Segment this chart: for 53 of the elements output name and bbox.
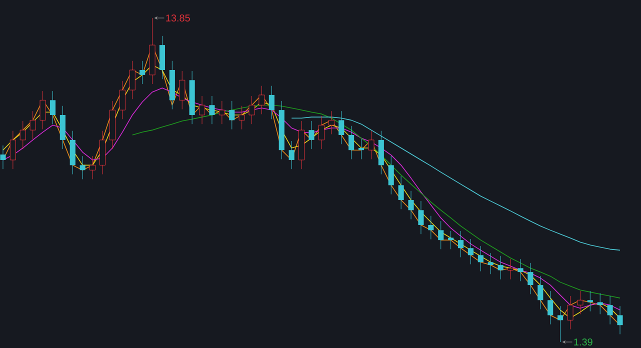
candlestick [119,80,126,120]
candlestick [198,96,206,124]
candlestick [418,200,424,234]
candlestick [90,156,96,180]
candlestick [229,100,235,130]
candlestick [468,238,474,264]
candlestick [597,292,603,314]
candlestick [288,140,294,170]
candlestick [218,100,225,124]
candlestick [129,60,136,100]
candlestick [577,290,584,314]
candlestick [268,86,274,120]
candlestick [10,130,16,170]
candlestick [388,156,394,195]
candlestick [338,110,344,144]
candlestick [567,296,574,330]
candlestick [528,262,534,294]
candlestick [50,90,56,124]
candlestick [30,110,36,140]
candlestick [438,220,444,250]
candlestick [308,120,314,150]
candlestick [607,296,613,325]
candlestick [258,86,265,114]
candlestick [478,246,484,272]
candlestick [518,258,524,282]
candlestick [498,256,504,280]
candlestick [40,90,46,130]
candlestick [448,230,454,250]
candlestick [179,70,186,110]
candlestick [587,290,593,312]
candlestick [238,106,245,130]
candlestick [548,290,554,325]
annotation: 1.39 [574,338,592,346]
candlestick [538,276,544,310]
candlestick [140,60,146,84]
candlestick [488,252,494,274]
candlestick [358,138,364,160]
candlestick [408,190,414,220]
candlestick [398,176,404,210]
candlestick [318,116,324,150]
candlestick [428,216,434,240]
candlestick [248,96,255,124]
candlestick [458,230,464,258]
candlestick [20,120,26,150]
candlestick [80,156,86,180]
candlestick [348,126,354,160]
candlestick [368,130,374,160]
candlestick [508,258,514,280]
candlestick [0,145,6,170]
candlestick [617,306,623,334]
candlestick [328,110,334,134]
candlestick [209,96,215,124]
annotation: 13.85 [166,14,190,22]
